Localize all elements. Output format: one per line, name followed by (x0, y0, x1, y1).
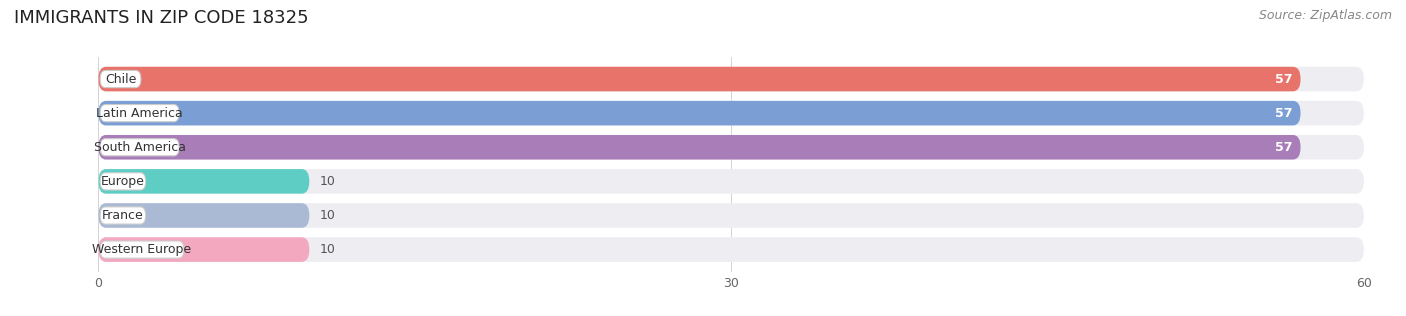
Text: 10: 10 (321, 209, 336, 222)
FancyBboxPatch shape (100, 241, 184, 258)
FancyBboxPatch shape (98, 169, 1364, 194)
FancyBboxPatch shape (100, 207, 146, 224)
Text: 57: 57 (1275, 73, 1292, 86)
Text: Europe: Europe (101, 175, 145, 188)
FancyBboxPatch shape (98, 67, 1364, 91)
FancyBboxPatch shape (98, 67, 1301, 91)
FancyBboxPatch shape (98, 203, 1364, 228)
FancyBboxPatch shape (98, 101, 1301, 125)
Text: Western Europe: Western Europe (93, 243, 191, 256)
Text: South America: South America (94, 141, 186, 154)
FancyBboxPatch shape (98, 237, 1364, 262)
FancyBboxPatch shape (98, 101, 1364, 125)
FancyBboxPatch shape (98, 135, 1364, 160)
Text: Chile: Chile (105, 73, 136, 86)
Text: 57: 57 (1275, 107, 1292, 120)
FancyBboxPatch shape (98, 169, 309, 194)
FancyBboxPatch shape (98, 237, 309, 262)
FancyBboxPatch shape (100, 173, 146, 190)
FancyBboxPatch shape (98, 135, 1301, 160)
Text: 10: 10 (321, 243, 336, 256)
Text: 57: 57 (1275, 141, 1292, 154)
Text: Source: ZipAtlas.com: Source: ZipAtlas.com (1258, 9, 1392, 22)
FancyBboxPatch shape (98, 203, 309, 228)
Text: Latin America: Latin America (96, 107, 183, 120)
FancyBboxPatch shape (100, 139, 179, 156)
FancyBboxPatch shape (100, 70, 141, 88)
Text: France: France (103, 209, 143, 222)
FancyBboxPatch shape (100, 105, 179, 122)
Text: IMMIGRANTS IN ZIP CODE 18325: IMMIGRANTS IN ZIP CODE 18325 (14, 9, 309, 27)
Text: 10: 10 (321, 175, 336, 188)
